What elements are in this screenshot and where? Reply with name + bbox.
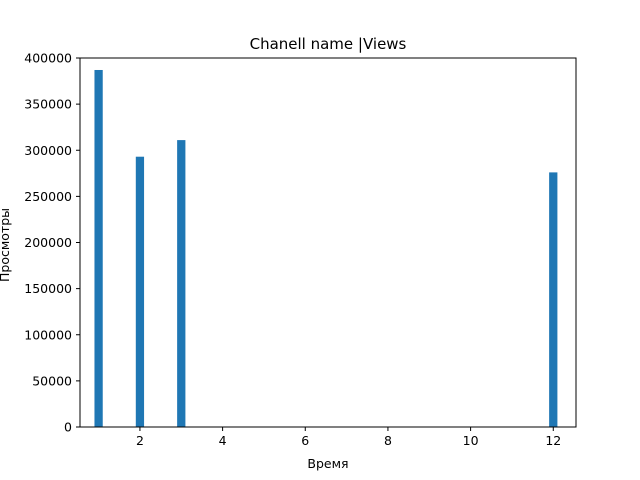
y-tick-label: 350000 (24, 97, 72, 112)
x-tick-label: 10 (463, 433, 479, 448)
y-tick-label: 300000 (24, 143, 72, 158)
y-tick-label: 200000 (24, 235, 72, 250)
y-tick-label: 100000 (24, 327, 72, 342)
plot-frame (79, 57, 577, 428)
x-tick-label: 12 (545, 433, 561, 448)
x-tick-label: 2 (136, 433, 144, 448)
bar-12 (549, 172, 558, 427)
chart-title: Chanell name |Views (250, 35, 407, 53)
y-tick-label: 150000 (24, 281, 72, 296)
bar-2 (135, 156, 145, 427)
bars (94, 69, 558, 428)
x-axis-ticks: 2 4 6 8 10 12 (136, 427, 561, 448)
y-axis-label: Просмотры (0, 208, 12, 282)
x-axis-label: Время (307, 456, 348, 471)
x-tick-label: 4 (219, 433, 227, 448)
y-axis-ticks: 0 50000 100000 150000 200000 250000 300000 3500… (24, 51, 80, 435)
y-tick-label: 0 (64, 420, 72, 435)
y-tick-label: 400000 (24, 51, 72, 66)
x-tick-label: 6 (301, 433, 309, 448)
bar-3 (177, 140, 186, 428)
y-tick-label: 50000 (32, 373, 72, 388)
bar-1 (94, 69, 103, 428)
x-tick-label: 8 (384, 433, 392, 448)
y-tick-label: 250000 (24, 189, 72, 204)
